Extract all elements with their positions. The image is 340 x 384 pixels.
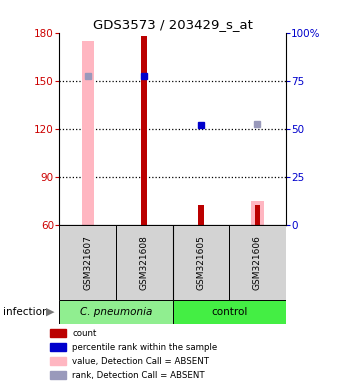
Text: infection: infection: [3, 307, 49, 317]
Bar: [50, 371, 66, 379]
Bar: [173, 225, 229, 300]
Bar: [173, 300, 286, 324]
Bar: [198, 205, 204, 225]
Bar: [50, 343, 66, 351]
Text: percentile rank within the sample: percentile rank within the sample: [72, 343, 217, 352]
Bar: [229, 225, 286, 300]
Text: GSM321606: GSM321606: [253, 235, 262, 290]
Text: GSM321605: GSM321605: [196, 235, 205, 290]
Bar: [59, 300, 173, 324]
Bar: [251, 200, 264, 225]
Bar: [141, 36, 147, 225]
Bar: [50, 329, 66, 337]
Bar: [255, 205, 260, 225]
Bar: [116, 225, 173, 300]
Text: GSM321607: GSM321607: [83, 235, 92, 290]
Bar: [50, 357, 66, 365]
Text: count: count: [72, 329, 97, 338]
Text: rank, Detection Call = ABSENT: rank, Detection Call = ABSENT: [72, 371, 205, 380]
Bar: [82, 41, 94, 225]
Text: value, Detection Call = ABSENT: value, Detection Call = ABSENT: [72, 357, 209, 366]
Text: control: control: [211, 307, 247, 317]
Text: ▶: ▶: [46, 307, 54, 317]
Text: GSM321608: GSM321608: [140, 235, 149, 290]
Text: C. pneumonia: C. pneumonia: [80, 307, 152, 317]
Title: GDS3573 / 203429_s_at: GDS3573 / 203429_s_at: [92, 18, 253, 31]
Bar: [59, 225, 116, 300]
